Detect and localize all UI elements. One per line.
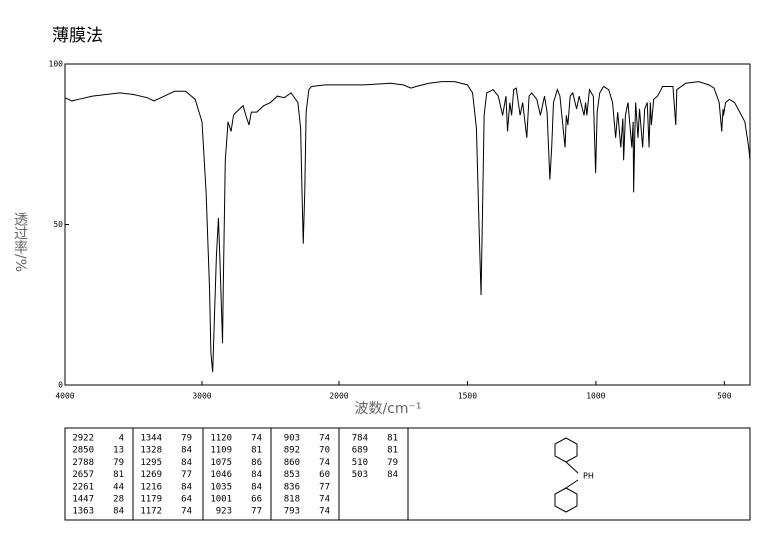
peak-transmittance: 84 (181, 482, 192, 492)
peak-wavenumber: 793 (284, 507, 300, 517)
peak-wavenumber: 784 (352, 434, 368, 444)
peak-transmittance: 74 (319, 434, 330, 444)
peak-wavenumber: 860 (284, 458, 300, 468)
peak-transmittance: 81 (387, 446, 398, 456)
peak-transmittance: 77 (319, 482, 330, 492)
x-tick-label: 500 (717, 392, 732, 401)
peak-transmittance: 77 (181, 470, 192, 480)
peak-wavenumber: 2922 (72, 434, 94, 444)
spectrum-line (64, 81, 751, 373)
x-tick-label: 1000 (586, 392, 605, 401)
peak-wavenumber: 1363 (72, 507, 94, 517)
peak-wavenumber: 1046 (210, 470, 232, 480)
peak-transmittance: 79 (387, 458, 398, 468)
peak-wavenumber: 1120 (210, 434, 232, 444)
peak-transmittance: 64 (181, 495, 192, 505)
x-axis-label: 波数/cm⁻¹ (354, 401, 421, 417)
peak-transmittance: 84 (251, 470, 262, 480)
peak-transmittance: 77 (251, 507, 262, 517)
peak-wavenumber: 818 (284, 495, 300, 505)
peak-wavenumber: 1447 (72, 495, 94, 505)
peak-transmittance: 84 (387, 470, 398, 480)
x-tick-label: 3000 (192, 392, 211, 401)
peak-transmittance: 74 (251, 434, 262, 444)
peak-transmittance: 86 (251, 458, 262, 468)
peak-wavenumber: 1269 (140, 470, 162, 480)
structure-label: PH (583, 472, 594, 481)
peak-wavenumber: 2788 (72, 458, 94, 468)
peak-transmittance: 13 (113, 446, 124, 456)
structure-drawing (554, 437, 579, 513)
chart-title: 薄膜法 (52, 26, 103, 46)
peak-transmittance: 74 (319, 507, 330, 517)
peak-wavenumber: 1035 (210, 482, 232, 492)
table-dividers (132, 428, 409, 520)
peak-transmittance: 84 (113, 507, 124, 517)
peak-wavenumber: 1075 (210, 458, 232, 468)
peak-wavenumber: 1216 (140, 482, 162, 492)
peak-wavenumber: 892 (284, 446, 300, 456)
peak-wavenumber: 2657 (72, 470, 94, 480)
peak-transmittance: 79 (113, 458, 124, 468)
x-tick-label: 2000 (329, 392, 348, 401)
peak-wavenumber: 1179 (140, 495, 162, 505)
y-tick-label: 50 (53, 220, 63, 229)
peak-transmittance: 81 (113, 470, 124, 480)
peak-transmittance: 60 (319, 470, 330, 480)
peak-wavenumber: 1295 (140, 458, 162, 468)
x-tick-label: 1500 (458, 392, 477, 401)
peak-transmittance: 74 (319, 495, 330, 505)
peak-transmittance: 84 (251, 482, 262, 492)
peak-wavenumber: 903 (284, 434, 300, 444)
peak-wavenumber: 2261 (72, 482, 94, 492)
peak-transmittance: 44 (113, 482, 124, 492)
y-axis-label: 透过率/% (12, 212, 28, 272)
peak-transmittance: 81 (251, 446, 262, 456)
peak-transmittance: 4 (119, 434, 124, 444)
peak-wavenumber: 1109 (210, 446, 232, 456)
peak-transmittance: 81 (387, 434, 398, 444)
peak-wavenumber: 503 (352, 470, 368, 480)
peak-transmittance: 79 (181, 434, 192, 444)
peak-transmittance: 74 (319, 458, 330, 468)
peak-wavenumber: 1001 (210, 495, 232, 505)
y-tick-label: 0 (58, 381, 63, 390)
peak-wavenumber: 853 (284, 470, 300, 480)
peak-wavenumber: 689 (352, 446, 368, 456)
peak-wavenumber: 1328 (140, 446, 162, 456)
peak-wavenumber: 510 (352, 458, 368, 468)
peak-wavenumber: 923 (216, 507, 232, 517)
peak-wavenumber: 1172 (140, 507, 162, 517)
peak-transmittance: 84 (181, 458, 192, 468)
peak-transmittance: 28 (113, 495, 124, 505)
x-tick-label: 4000 (55, 392, 74, 401)
peak-wavenumber: 2850 (72, 446, 94, 456)
peak-transmittance: 66 (251, 495, 262, 505)
peak-transmittance: 74 (181, 507, 192, 517)
peak-wavenumber: 836 (284, 482, 300, 492)
peak-wavenumber: 1344 (140, 434, 162, 444)
peak-transmittance: 70 (319, 446, 330, 456)
y-tick-label: 100 (49, 60, 64, 69)
peak-transmittance: 84 (181, 446, 192, 456)
